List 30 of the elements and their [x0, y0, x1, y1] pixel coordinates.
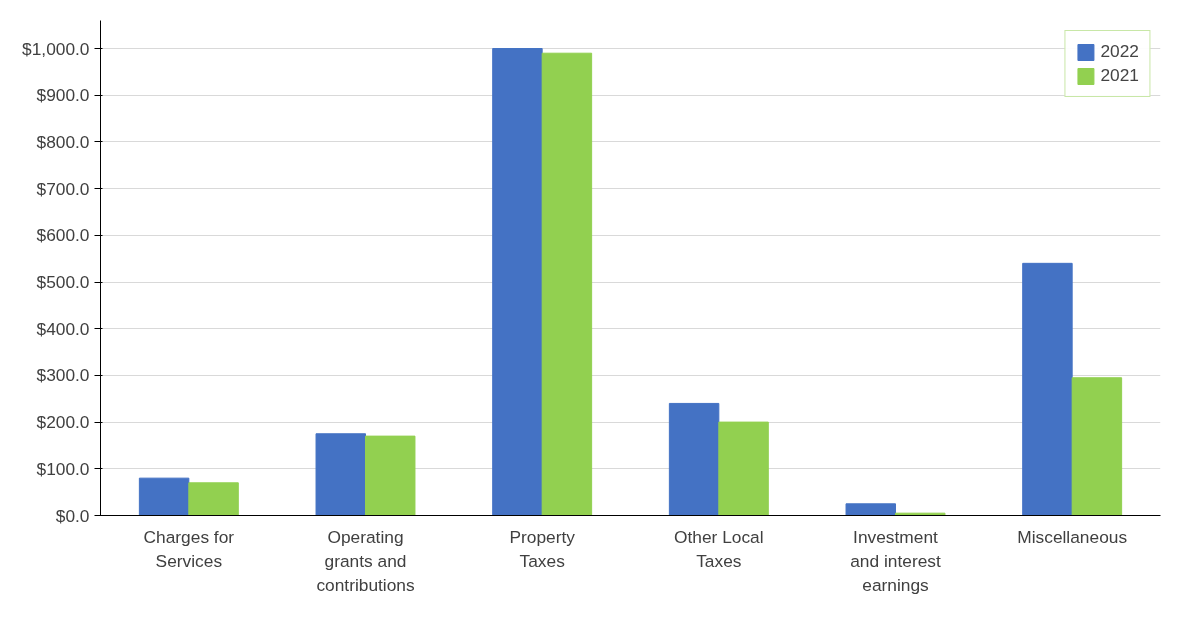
y-tick-label: $100.0: [36, 458, 90, 479]
bar: [1071, 377, 1123, 516]
x-tick-label: Charges for Services: [143, 526, 235, 571]
bar: [845, 503, 896, 516]
y-tick-label: $800.0: [36, 131, 90, 152]
y-tick-label: $500.0: [36, 272, 90, 293]
bar: [718, 421, 769, 516]
bar: [1022, 262, 1073, 516]
bar: [492, 48, 543, 516]
bar: [138, 477, 190, 516]
bar: [365, 435, 416, 516]
x-tick-label: Operating grants and contributions: [316, 526, 415, 595]
bar: [541, 52, 593, 516]
bar: [315, 433, 366, 516]
legend-label: 2022: [1100, 41, 1139, 62]
legend-label: 2021: [1100, 65, 1139, 86]
bar: [668, 402, 720, 516]
x-tick-label: Property Taxes: [509, 526, 576, 571]
y-tick-label: $200.0: [36, 412, 90, 433]
bar: [188, 482, 239, 516]
y-tick-label: $1,000.0: [22, 38, 90, 59]
y-tick-label: $900.0: [36, 85, 90, 106]
y-tick-label: $0.0: [55, 505, 90, 526]
x-tick-label: Other Local Taxes: [674, 526, 764, 571]
y-tick-label: $400.0: [36, 318, 90, 339]
y-tick-label: $700.0: [36, 178, 90, 199]
x-tick-label: Investment and interest earnings: [850, 526, 941, 595]
x-tick-label: Miscellaneous: [1017, 526, 1128, 547]
y-tick-label: $600.0: [36, 225, 90, 246]
y-tick-label: $300.0: [36, 365, 90, 386]
